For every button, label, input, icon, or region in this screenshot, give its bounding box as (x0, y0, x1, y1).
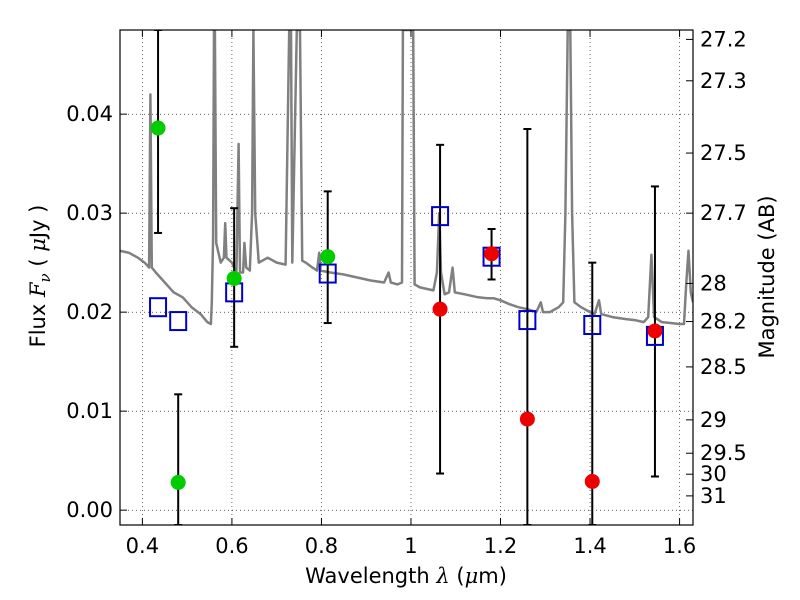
data-point-marker (226, 270, 242, 286)
y-tick-label: 0.04 (66, 102, 113, 126)
mag-tick-label: 29.5 (700, 441, 747, 465)
mag-tick-label: 27.7 (700, 201, 747, 225)
x-tick-label: 1.6 (663, 534, 696, 558)
data-point-marker (150, 120, 166, 136)
data-point-marker (519, 411, 535, 427)
x-tick-label: 1.4 (573, 534, 606, 558)
mag-tick-label: 28.5 (700, 355, 747, 379)
y-axis-label: Flux Fν ( μJy ) (26, 205, 54, 348)
data-point-marker (584, 473, 600, 489)
model-flux-square (318, 263, 337, 284)
y-tick-label: 0.03 (66, 201, 113, 225)
y-tick-label: 0.00 (66, 498, 113, 522)
model-spectrum-line (120, 30, 693, 326)
data-point-marker (484, 246, 500, 262)
mag-tick-label: 27.5 (700, 141, 747, 165)
plot-area (120, 30, 693, 525)
x-tick-label: 0.4 (126, 534, 159, 558)
data-point-marker (647, 323, 663, 339)
mag-tick-label: 27.3 (700, 69, 747, 93)
ticks: 0.4 0.6 0.8 1 1.2 1.4 1.6 0.00 0.01 0.02 0.03 0.04 2… (66, 27, 747, 558)
plot-frame (119, 29, 694, 526)
x-tick-label: 0.8 (305, 534, 338, 558)
x-tick-label: 1.2 (484, 534, 517, 558)
mag-tick-label: 28 (700, 271, 727, 295)
model-flux-square (431, 206, 450, 227)
model-flux-square (583, 315, 602, 336)
mag-tick-label: 29 (700, 408, 727, 432)
mag-tick-label: 28.2 (700, 310, 747, 334)
y-tick-label: 0.01 (66, 399, 113, 423)
x-axis-label: Wavelength λ (μm) (305, 564, 507, 588)
x-tick-label: 1 (404, 534, 417, 558)
data-point-marker (170, 474, 186, 490)
plot-content (120, 30, 693, 525)
mag-tick-label: 30 (700, 462, 727, 486)
y2-axis-label: Magnitude (AB) (755, 195, 779, 358)
data-point-marker (432, 301, 448, 317)
grid (120, 30, 693, 525)
mag-tick-label: 31 (700, 484, 727, 508)
y-tick-label: 0.02 (66, 300, 113, 324)
model-flux-square (518, 310, 537, 331)
model-flux-square (169, 311, 188, 332)
mag-tick-label: 27.2 (700, 27, 747, 51)
x-tick-label: 0.6 (215, 534, 248, 558)
data-point-marker (320, 249, 336, 265)
model-flux-square (149, 297, 168, 318)
